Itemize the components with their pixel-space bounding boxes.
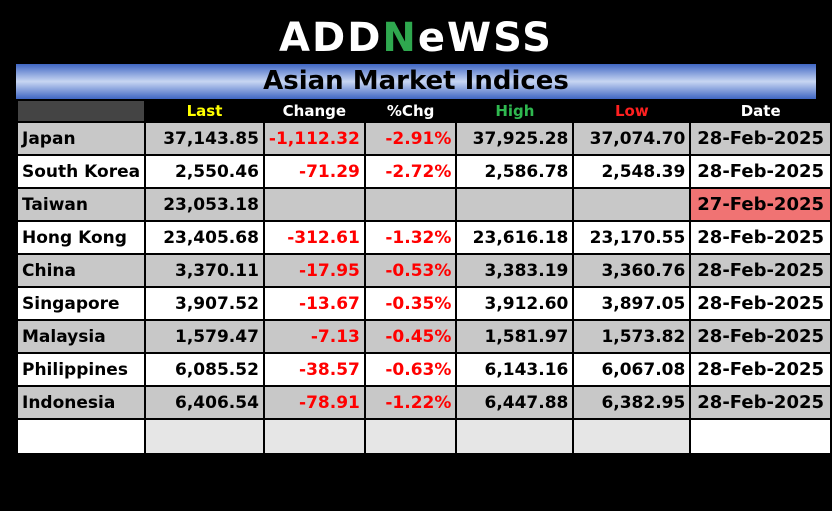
high-value: 3,383.19 (455, 253, 575, 288)
country-name: Philippines (15, 352, 147, 387)
country-name: Hong Kong (15, 220, 147, 255)
last-value: 23,053.18 (144, 187, 265, 222)
country-name: Taiwan (15, 187, 147, 222)
date-value: 28-Feb-2025 (689, 319, 832, 354)
pct-change-value: -0.45% (363, 319, 458, 354)
logo-text: ADDNeWSS (279, 15, 553, 61)
country-name: South Korea (15, 154, 147, 189)
pct-change-value: -0.35% (363, 286, 458, 321)
empty-cell (572, 418, 692, 455)
pct-change-value: -2.91% (363, 121, 458, 156)
header-blank (15, 99, 147, 123)
high-value: 6,143.16 (455, 352, 575, 387)
date-value: 28-Feb-2025 (689, 352, 832, 387)
logo-mark: N (382, 15, 418, 61)
country-name: Indonesia (15, 385, 147, 420)
change-value: -1,112.32 (262, 121, 366, 156)
date-value: 27-Feb-2025 (689, 187, 832, 222)
high-value: 37,925.28 (455, 121, 575, 156)
high-value: 3,912.60 (455, 286, 575, 321)
table-row: Taiwan 23,053.18 27-Feb-2025 (15, 187, 832, 222)
low-value: 3,360.76 (572, 253, 692, 288)
low-value: 6,382.95 (572, 385, 692, 420)
table-row: China 3,370.11 -17.95 -0.53% 3,383.19 3,360.7… (15, 253, 832, 288)
page-title: Asian Market Indices (16, 64, 816, 99)
last-value: 2,550.46 (144, 154, 265, 189)
low-value: 6,067.08 (572, 352, 692, 387)
change-value: -71.29 (262, 154, 366, 189)
date-value: 28-Feb-2025 (689, 220, 832, 255)
empty-cell (689, 418, 832, 455)
pct-change-value: -0.63% (363, 352, 458, 387)
last-value: 23,405.68 (144, 220, 265, 255)
change-value: -38.57 (262, 352, 366, 387)
low-value: 3,897.05 (572, 286, 692, 321)
header-change: Change (262, 99, 366, 123)
table-row: Japan 37,143.85 -1,112.32 -2.91% 37,925.28 37… (15, 121, 832, 156)
logo-text-post: eWSS (417, 15, 553, 61)
high-value: 2,586.78 (455, 154, 575, 189)
empty-cell (363, 418, 458, 455)
change-value: -13.67 (262, 286, 366, 321)
logo-text-pre: ADD (279, 15, 383, 61)
last-value: 6,406.54 (144, 385, 265, 420)
country-name: Japan (15, 121, 147, 156)
header-high: High (455, 99, 575, 123)
header-pct-chg: %Chg (363, 99, 458, 123)
change-value: -7.13 (262, 319, 366, 354)
empty-cell (262, 418, 366, 455)
date-value: 28-Feb-2025 (689, 286, 832, 321)
pct-change-value: -2.72% (363, 154, 458, 189)
low-value (572, 187, 692, 222)
table-row: Indonesia 6,406.54 -78.91 -1.22% 6,447.88 6,3… (15, 385, 832, 420)
empty-cell (15, 418, 147, 455)
header-row: Last Change %Chg High Low Date (15, 99, 832, 123)
high-value (455, 187, 575, 222)
date-value: 28-Feb-2025 (689, 154, 832, 189)
pct-change-value: -1.32% (363, 220, 458, 255)
empty-row (15, 418, 832, 455)
date-value: 28-Feb-2025 (689, 121, 832, 156)
low-value: 1,573.82 (572, 319, 692, 354)
header-low: Low (572, 99, 692, 123)
last-value: 3,370.11 (144, 253, 265, 288)
high-value: 23,616.18 (455, 220, 575, 255)
header-date: Date (689, 99, 832, 123)
change-value (262, 187, 366, 222)
last-value: 37,143.85 (144, 121, 265, 156)
date-value: 28-Feb-2025 (689, 385, 832, 420)
table-body: Japan 37,143.85 -1,112.32 -2.91% 37,925.28 37… (15, 121, 832, 455)
pct-change-value: -1.22% (363, 385, 458, 420)
table-row: Philippines 6,085.52 -38.57 -0.63% 6,143.16 6… (15, 352, 832, 387)
pct-change-value (363, 187, 458, 222)
country-name: Malaysia (15, 319, 147, 354)
table-row: Malaysia 1,579.47 -7.13 -0.45% 1,581.97 1,573… (15, 319, 832, 354)
table-row: Singapore 3,907.52 -13.67 -0.35% 3,912.60 3,8… (15, 286, 832, 321)
low-value: 37,074.70 (572, 121, 692, 156)
change-value: -78.91 (262, 385, 366, 420)
change-value: -17.95 (262, 253, 366, 288)
addnewss-logo: ADDNeWSS (0, 14, 832, 62)
high-value: 1,581.97 (455, 319, 575, 354)
last-value: 1,579.47 (144, 319, 265, 354)
empty-cell (144, 418, 265, 455)
empty-cell (455, 418, 575, 455)
low-value: 23,170.55 (572, 220, 692, 255)
change-value: -312.61 (262, 220, 366, 255)
pct-change-value: -0.53% (363, 253, 458, 288)
country-name: Singapore (15, 286, 147, 321)
table-row: Hong Kong 23,405.68 -312.61 -1.32% 23,616.18… (15, 220, 832, 255)
low-value: 2,548.39 (572, 154, 692, 189)
last-value: 6,085.52 (144, 352, 265, 387)
high-value: 6,447.88 (455, 385, 575, 420)
country-name: China (15, 253, 147, 288)
table-row: South Korea 2,550.46 -71.29 -2.72% 2,586.78 2… (15, 154, 832, 189)
header-last: Last (144, 99, 265, 123)
indices-table: Last Change %Chg High Low Date Japan 37,143.85… (15, 99, 832, 455)
last-value: 3,907.52 (144, 286, 265, 321)
date-value: 28-Feb-2025 (689, 253, 832, 288)
